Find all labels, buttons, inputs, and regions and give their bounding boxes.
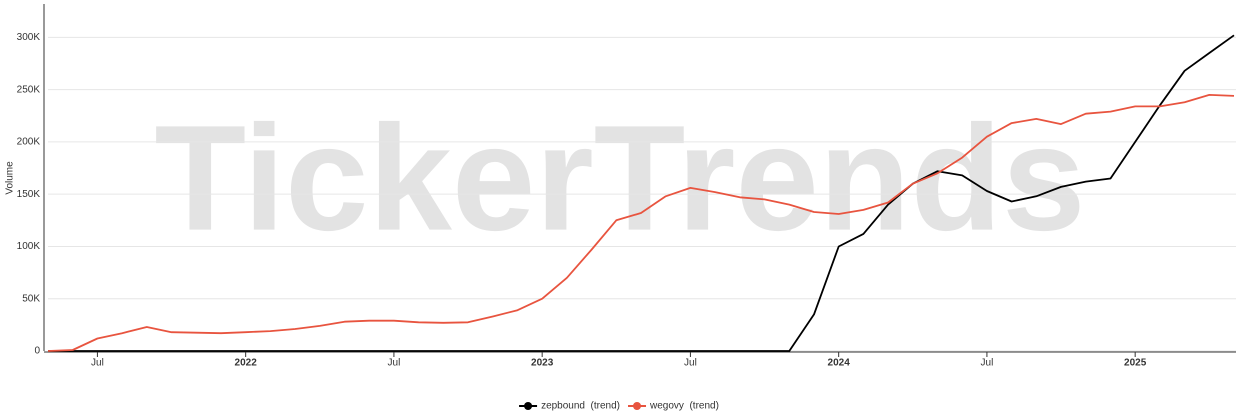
x-tick-label: 2022 xyxy=(235,358,258,369)
legend-label: zepbound (trend) xyxy=(541,401,620,412)
y-tick-label: 150K xyxy=(17,189,41,200)
x-tick-label: Jul xyxy=(388,358,401,369)
y-axis-label: Volume xyxy=(5,161,16,195)
legend: zepbound (trend) wegovy (trend) xyxy=(519,401,719,412)
x-tick-label: Jul xyxy=(91,358,104,369)
legend-marker xyxy=(633,402,642,410)
x-tick-label: 2024 xyxy=(828,358,851,369)
y-tick-label: 200K xyxy=(17,137,41,148)
y-tick-label: 0 xyxy=(34,346,40,357)
y-tick-label: 300K xyxy=(17,32,41,43)
watermark: TickerTrends xyxy=(154,94,1085,262)
legend-item[interactable]: zepbound (trend) xyxy=(519,401,620,412)
legend-marker xyxy=(524,402,533,410)
line-series xyxy=(47,94,1235,352)
legend-item[interactable]: wegovy (trend) xyxy=(628,401,719,412)
line-series xyxy=(48,34,1235,352)
x-tick-label: 2023 xyxy=(531,358,554,369)
x-tick-label: Jul xyxy=(981,358,994,369)
x-tick-label: 2025 xyxy=(1124,358,1147,369)
legend-label: wegovy (trend) xyxy=(649,401,719,412)
x-tick-label: Jul xyxy=(684,358,697,369)
y-tick-label: 100K xyxy=(17,241,41,252)
y-tick-label: 50K xyxy=(22,293,40,304)
y-tick-label: 250K xyxy=(17,84,41,95)
